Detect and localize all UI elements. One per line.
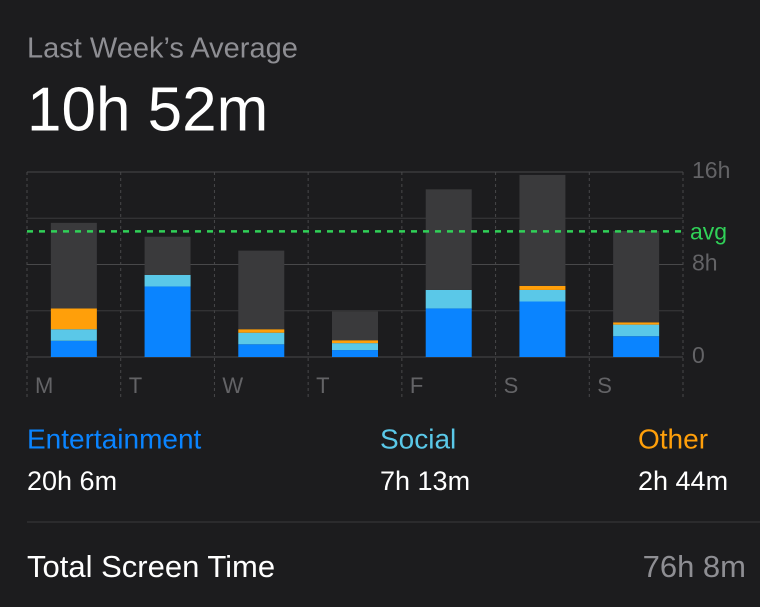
- x-tick-label: S: [597, 373, 612, 398]
- x-tick-label: T: [316, 373, 329, 398]
- bar-segment: [50, 340, 97, 357]
- bar-segment: [144, 286, 191, 357]
- bar-segment: [613, 230, 660, 323]
- y-tick-label: 8h: [692, 250, 718, 276]
- legend-label: Entertainment: [27, 423, 202, 454]
- bar-segment: [238, 329, 285, 333]
- legend-total: 2h 44m: [638, 466, 728, 496]
- legend-total: 20h 6m: [27, 466, 117, 496]
- x-tick-label: M: [35, 373, 53, 398]
- bar-segment: [238, 344, 285, 357]
- bar-segment: [519, 301, 566, 357]
- header-title: Last Week’s Average: [27, 33, 298, 65]
- footer-value: 76h 8m: [643, 549, 746, 584]
- bar-segment: [613, 322, 660, 325]
- y-tick-label: 0: [692, 342, 705, 368]
- bar-segment: [519, 289, 566, 302]
- bar-segment: [144, 236, 191, 275]
- bar-segment: [613, 324, 660, 337]
- bar-segment: [50, 222, 97, 309]
- legend-label: Social: [380, 423, 456, 454]
- bar-segment: [425, 289, 472, 309]
- bar-segment: [144, 274, 191, 287]
- bar-segment: [50, 329, 97, 341]
- bar-segment: [425, 189, 472, 290]
- legend-label: Other: [638, 423, 708, 454]
- legend-total: 7h 13m: [380, 466, 470, 496]
- bar-segment: [332, 350, 378, 357]
- x-tick-label: T: [129, 373, 142, 398]
- bar-segment: [332, 340, 378, 344]
- average-label: avg: [690, 218, 727, 244]
- x-tick-label: F: [410, 373, 423, 398]
- bar-segment: [613, 336, 660, 357]
- x-tick-label: W: [222, 373, 243, 398]
- bar-segment: [238, 250, 285, 330]
- y-tick-label: 16h: [692, 157, 730, 183]
- bar-segment: [332, 311, 378, 341]
- bar-segment: [519, 285, 566, 290]
- x-tick-label: S: [504, 373, 519, 398]
- header-value: 10h 52m: [27, 75, 268, 144]
- bar-segment: [425, 308, 472, 357]
- bar-segment: [238, 332, 285, 345]
- footer-label: Total Screen Time: [27, 549, 275, 584]
- bar-segment: [50, 308, 97, 330]
- bar-segment: [332, 343, 378, 351]
